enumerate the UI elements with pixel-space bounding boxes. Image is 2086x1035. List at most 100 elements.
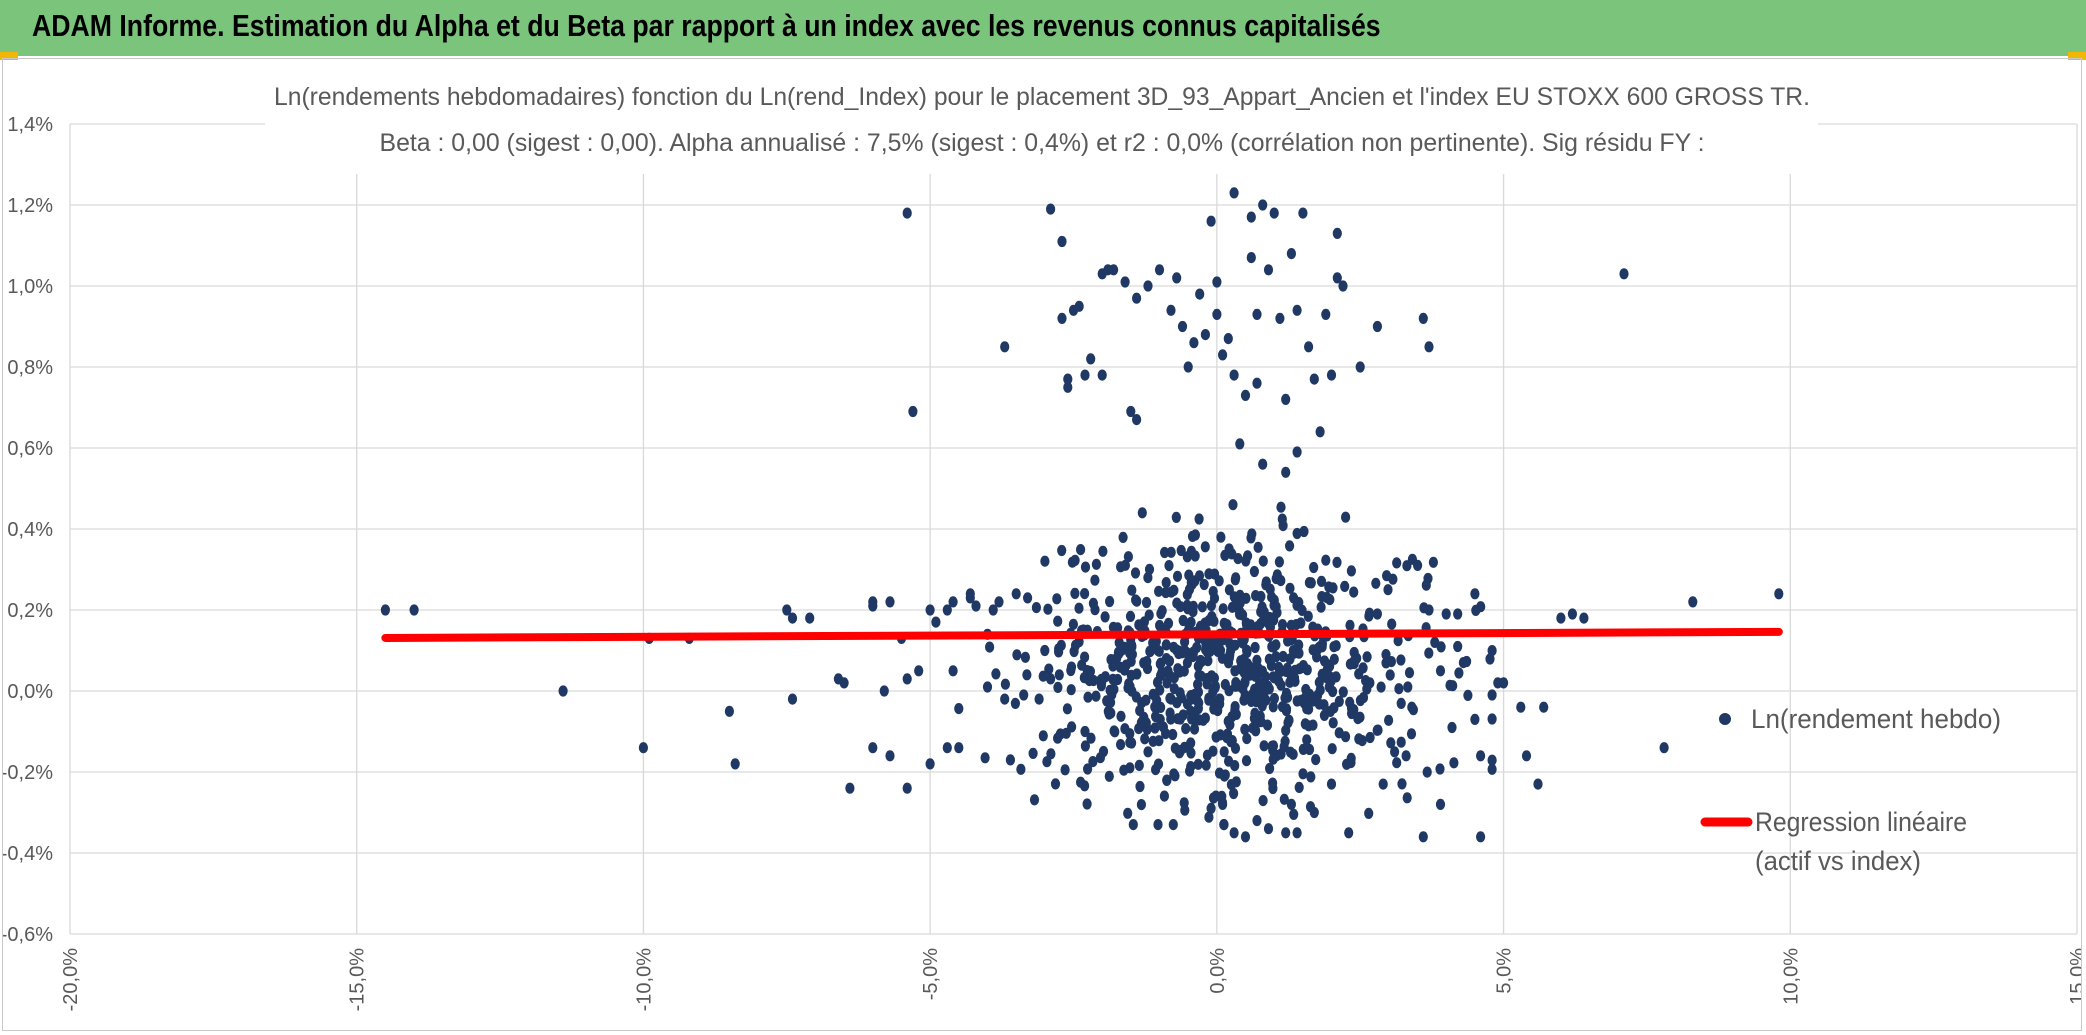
data-point (1263, 264, 1274, 276)
data-point (1000, 341, 1010, 353)
data-point (1165, 707, 1175, 719)
data-point (1044, 663, 1054, 675)
data-point (914, 665, 924, 677)
data-point (1338, 686, 1348, 698)
data-point (1053, 681, 1063, 694)
data-point (1130, 567, 1141, 579)
data-point (409, 604, 419, 616)
data-point (1174, 747, 1185, 759)
data-point (1000, 693, 1010, 705)
data-point (1269, 672, 1280, 684)
y-tick-label: -0,2% (3, 762, 53, 784)
data-point (1358, 662, 1368, 674)
data-point (1010, 697, 1021, 710)
data-point (1341, 731, 1351, 743)
data-point (1445, 679, 1455, 691)
data-point (1177, 320, 1188, 333)
data-point (902, 673, 912, 685)
x-tick-label: 0,0% (1207, 948, 1229, 994)
data-point (1178, 709, 1188, 721)
data-point (954, 742, 964, 754)
data-point (1070, 639, 1081, 651)
data-point (1080, 561, 1091, 573)
data-point (1251, 590, 1261, 602)
data-point (1068, 618, 1078, 630)
data-point (1186, 737, 1196, 749)
data-point (1315, 426, 1325, 438)
data-point (1182, 657, 1192, 669)
data-point (1224, 685, 1234, 697)
data-point (1223, 333, 1233, 345)
data-point (1386, 656, 1396, 668)
data-point (1418, 312, 1428, 324)
data-point (1462, 655, 1472, 668)
data-point (1254, 678, 1265, 691)
data-point (1308, 695, 1319, 707)
data-point (1435, 798, 1446, 811)
data-point (1449, 757, 1459, 769)
data-point (1054, 669, 1064, 681)
data-point (1173, 663, 1183, 675)
data-point (1499, 677, 1509, 689)
data-point (1134, 759, 1144, 772)
data-point (1393, 635, 1403, 647)
data-point (1485, 653, 1495, 665)
data-point (1332, 227, 1342, 239)
data-point (1422, 766, 1432, 778)
data-point (1322, 664, 1332, 676)
regression-line (381, 627, 1783, 642)
data-point (1407, 553, 1417, 565)
chart-subtitle: Beta : 0,00 (sigest : 0,00). Alpha annua… (380, 129, 1705, 157)
data-point (1066, 684, 1076, 696)
data-point (1619, 268, 1629, 280)
data-point (1301, 683, 1311, 696)
data-point (1132, 292, 1142, 304)
data-point (1120, 276, 1130, 288)
data-point (1135, 780, 1145, 793)
data-point (1365, 731, 1375, 744)
data-point (1200, 329, 1210, 341)
data-point (1251, 725, 1261, 737)
data-point (1402, 792, 1412, 804)
data-point (1116, 739, 1126, 751)
data-point (1392, 557, 1402, 569)
data-point (1408, 704, 1418, 716)
data-point (1127, 648, 1137, 661)
data-point (1242, 733, 1252, 745)
data-point (1275, 312, 1285, 324)
data-point (787, 693, 798, 705)
data-point (1288, 645, 1298, 657)
y-tick-label: 1,0% (7, 276, 53, 298)
data-point (1403, 681, 1413, 693)
data-point (1345, 658, 1355, 670)
data-point (1774, 588, 1784, 600)
data-point (902, 207, 912, 219)
data-point (1020, 651, 1030, 663)
data-point (879, 685, 889, 697)
data-point (1148, 637, 1158, 649)
data-point (1163, 665, 1173, 677)
data-point (1371, 577, 1381, 589)
data-point (1194, 714, 1204, 726)
data-point (1086, 353, 1096, 365)
data-point (1109, 683, 1119, 696)
data-point (1054, 646, 1064, 658)
data-point (1298, 207, 1308, 219)
data-point (1211, 790, 1221, 802)
data-point (980, 752, 990, 764)
data-point (1419, 602, 1429, 614)
data-point (1127, 737, 1137, 749)
data-point (1269, 614, 1279, 626)
data-point (1567, 608, 1577, 620)
data-point (1476, 750, 1486, 762)
data-point (1028, 747, 1038, 760)
data-point (1230, 639, 1240, 651)
legend: Ln(rendement hebdo) Regression linéaire … (1700, 704, 2001, 876)
data-point (1265, 762, 1275, 775)
data-point (1000, 678, 1011, 690)
data-point (1176, 544, 1186, 557)
data-point (1424, 647, 1434, 659)
data-point (1383, 584, 1393, 596)
data-point (1258, 555, 1268, 567)
data-point (1249, 565, 1259, 578)
